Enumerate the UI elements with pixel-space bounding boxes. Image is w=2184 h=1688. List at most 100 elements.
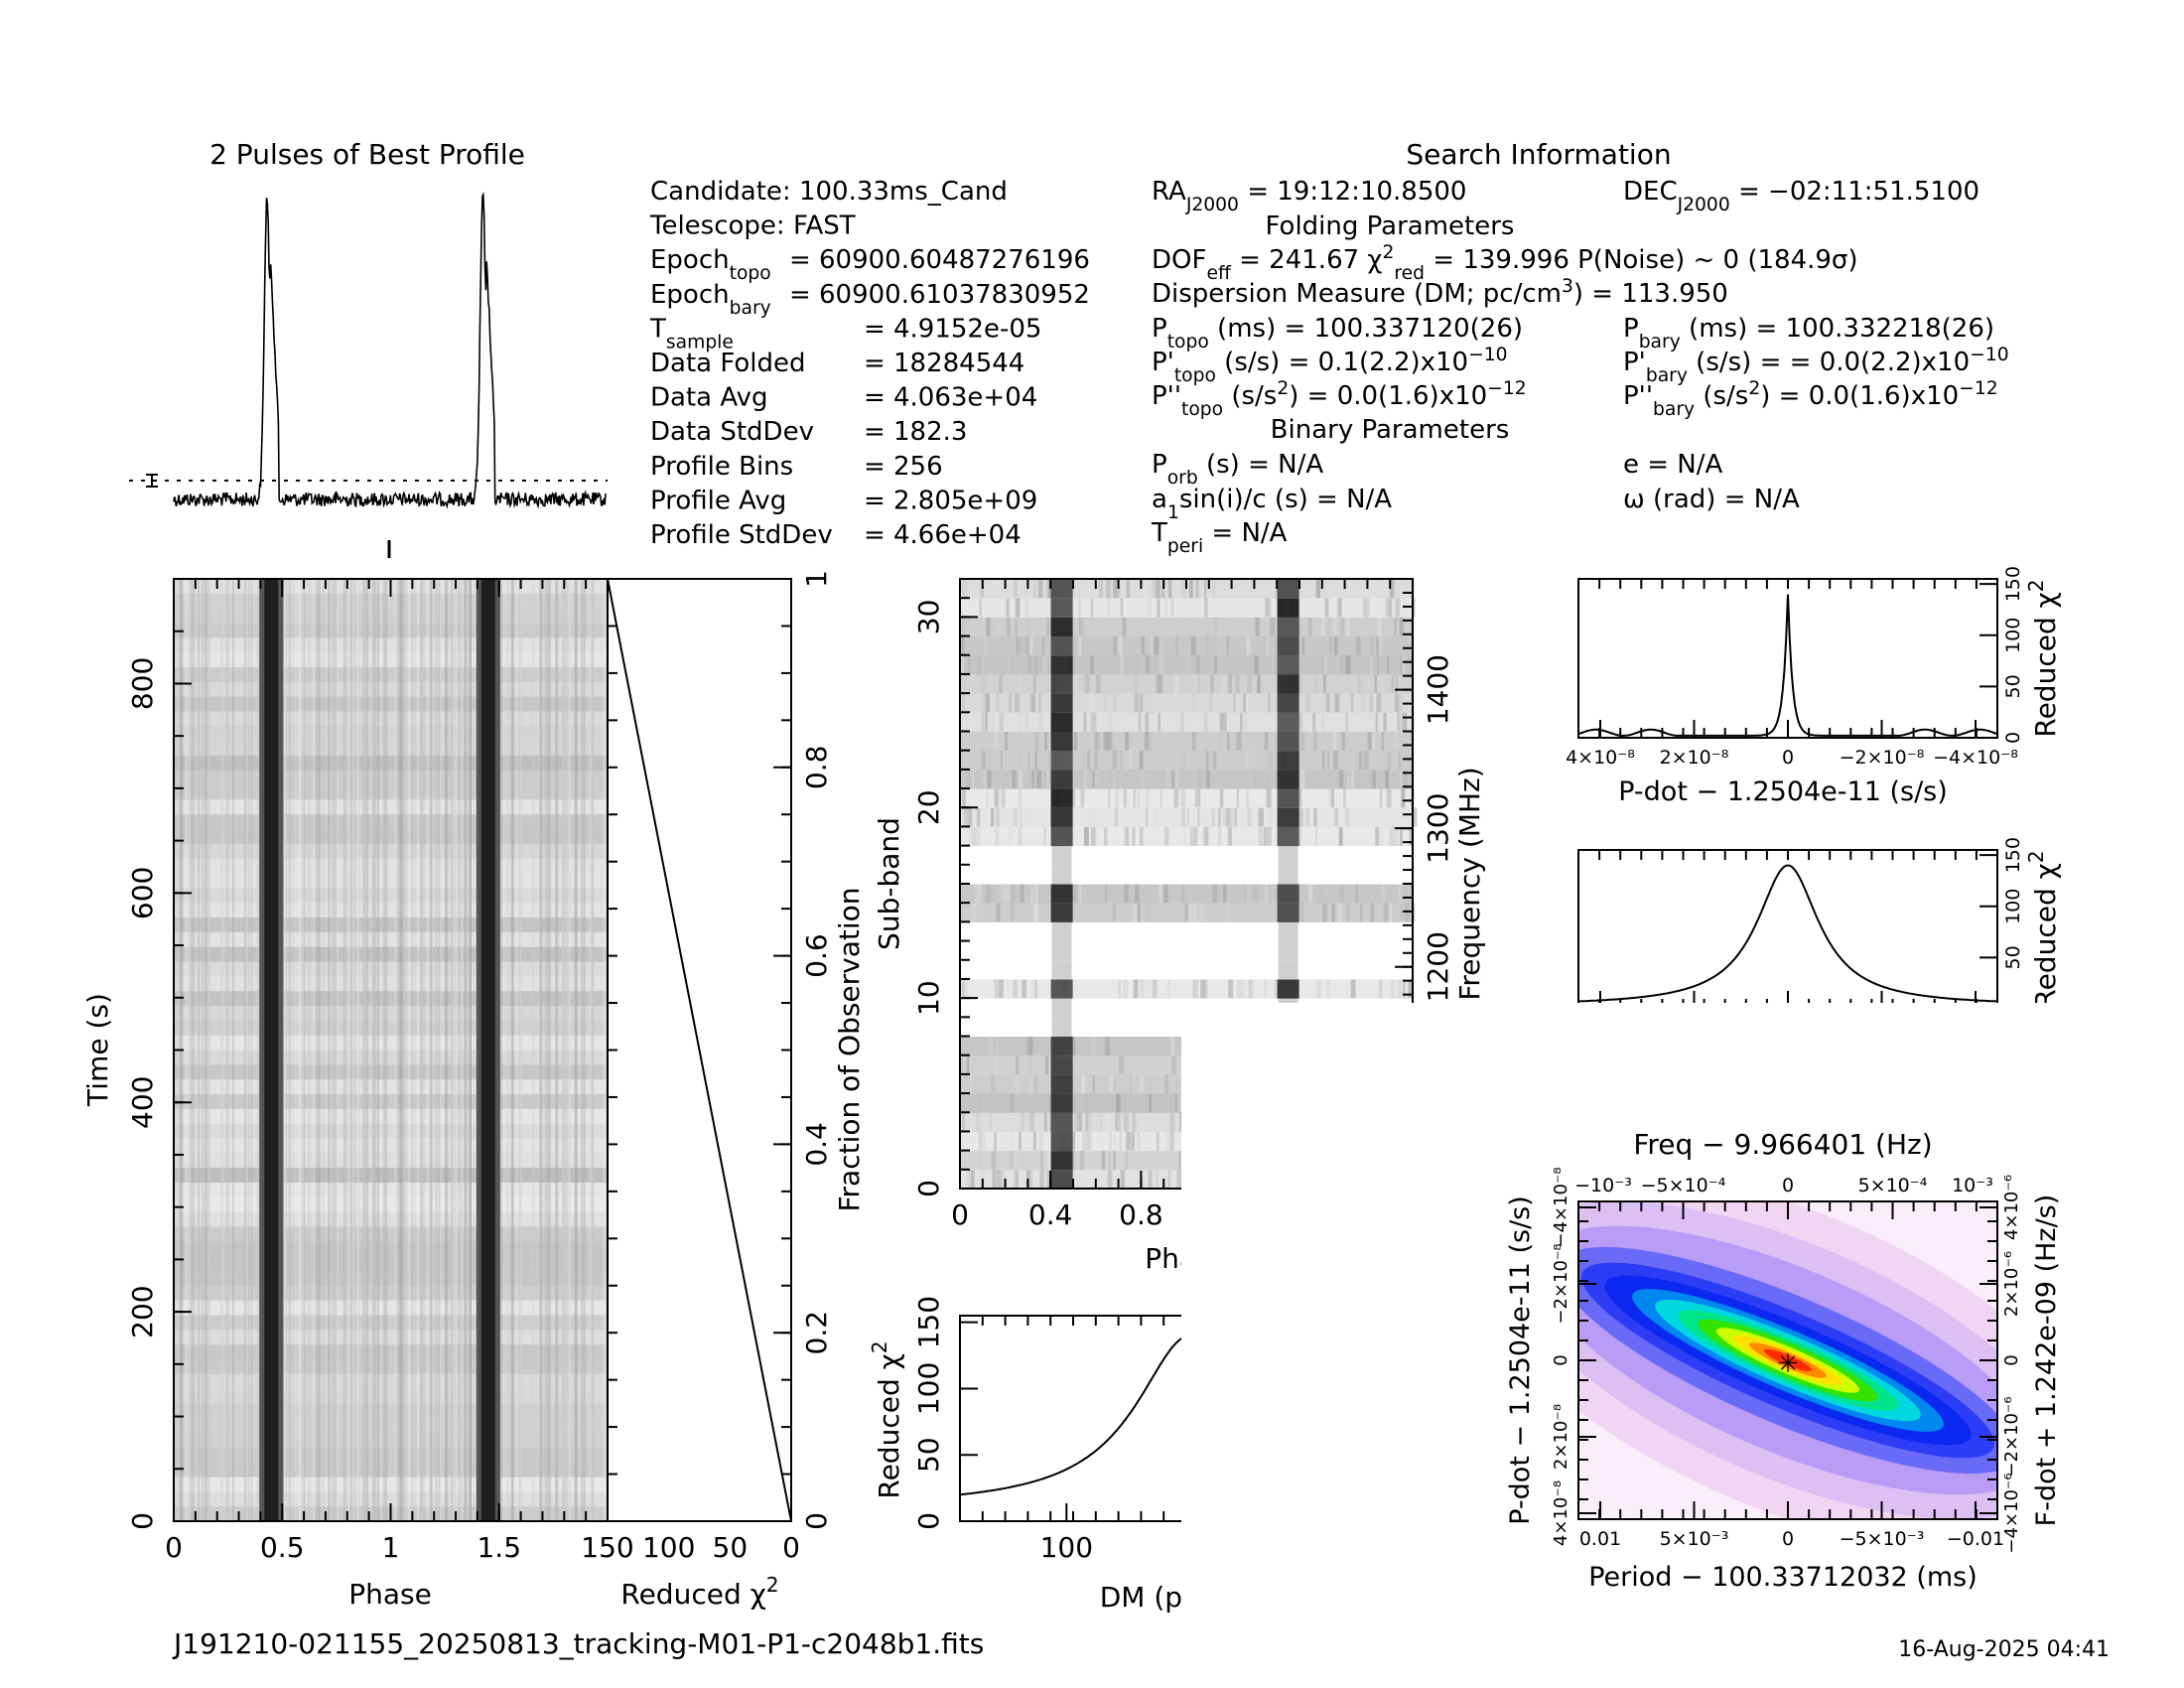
x-tick-label: 0 <box>782 1531 800 1564</box>
noise-pixel <box>986 788 990 808</box>
noise-pixel <box>1212 579 1215 599</box>
noise-stripe <box>399 579 403 1521</box>
noise-stripe <box>202 579 205 1521</box>
noise-stripe <box>500 579 502 1521</box>
noise-pixel <box>961 788 966 808</box>
noise-pixel <box>1383 712 1387 732</box>
noise-pixel <box>1322 903 1327 922</box>
info-row: Candidate: 100.33ms_Cand <box>650 177 1008 207</box>
noise-pixel <box>996 673 1000 694</box>
label-part: Epoch <box>650 280 730 310</box>
pulse-pixel <box>1050 1169 1073 1190</box>
noise-pixel <box>1014 1073 1020 1094</box>
noise-pixel <box>1089 1131 1093 1151</box>
noise-pixel <box>1271 654 1275 674</box>
label-part: Profile Bins <box>650 452 793 482</box>
noise-pixel <box>1370 903 1375 922</box>
noise-pixel <box>1074 884 1079 904</box>
period-chi2-curve <box>1577 864 1998 1003</box>
pulse-pixel-masked <box>1051 864 1072 885</box>
noise-pixel <box>1032 1073 1037 1094</box>
noise-pixel <box>1098 579 1104 599</box>
noise-pixel <box>986 693 990 713</box>
noise-pixel <box>1105 884 1108 904</box>
info-value: 60900.61037830952 <box>819 280 1090 310</box>
noise-pixel <box>1031 978 1034 999</box>
noise-stripe <box>450 579 454 1521</box>
noise-stripe <box>316 579 318 1521</box>
noise-pixel <box>1115 1112 1118 1132</box>
noise-stripe <box>505 579 508 1521</box>
label-part: (s/s <box>1223 381 1277 411</box>
noise-pixel <box>1324 598 1329 618</box>
noise-stripe <box>384 579 387 1521</box>
label-part: ) = 113.950 <box>1573 279 1728 309</box>
noise-pixel <box>1126 1131 1131 1151</box>
noise-pixel <box>1146 903 1151 922</box>
noise-pixel <box>1048 1150 1053 1170</box>
noise-pixel <box>1101 1150 1106 1170</box>
right-tick-label: −2×10⁻⁶ <box>2001 1396 2022 1477</box>
noise-pixel <box>999 712 1005 732</box>
noise-stripe <box>430 579 433 1521</box>
info-eq: = <box>864 486 886 515</box>
noise-pixel <box>1103 693 1106 713</box>
noise-pixel <box>1090 654 1094 674</box>
noise-pixel <box>1200 978 1205 999</box>
noise-pixel <box>1297 617 1301 636</box>
noise-pixel <box>1015 1055 1019 1074</box>
noise-pixel <box>1321 750 1325 770</box>
noise-pixel <box>1233 807 1238 827</box>
noise-pixel <box>964 617 967 636</box>
noise-pixel <box>1108 1150 1111 1170</box>
noise-pixel <box>975 1112 981 1132</box>
info-key: Data StdDev <box>650 417 814 447</box>
noise-pixel <box>1395 826 1399 846</box>
noise-pixel <box>1117 1112 1121 1132</box>
pulse-pixel <box>1050 769 1073 789</box>
noise-stripe <box>540 579 542 1521</box>
noise-pixel <box>1325 654 1330 674</box>
y-axis-label: Fraction of Observation <box>833 887 866 1211</box>
noise-stripe <box>454 579 456 1521</box>
subband-row <box>960 673 1413 694</box>
noise-pixel <box>1015 598 1020 618</box>
noise-pixel <box>1048 750 1053 770</box>
noise-pixel <box>988 750 992 770</box>
noise-pixel <box>1072 673 1078 694</box>
x-tick-label: 100 <box>642 1531 695 1564</box>
noise-pixel <box>1180 788 1186 808</box>
noise-pixel <box>1030 693 1036 713</box>
noise-pixel <box>1186 807 1189 827</box>
x-tick-label: 0 <box>1782 1528 1794 1550</box>
noise-stripe <box>406 579 408 1521</box>
noise-pixel <box>1165 769 1170 789</box>
noise-stripe <box>427 579 430 1521</box>
noise-stripe <box>563 579 566 1521</box>
noise-pixel <box>1080 788 1085 808</box>
noise-pixel <box>1132 826 1136 846</box>
pulse-pixel <box>1277 807 1299 827</box>
noise-pixel <box>1243 693 1246 713</box>
noise-pixel <box>1166 978 1170 999</box>
noise-pixel <box>1147 769 1151 789</box>
noise-pixel <box>1156 673 1161 694</box>
noise-pixel <box>1024 750 1028 770</box>
noise-pixel <box>1217 731 1222 751</box>
noise-stripe <box>342 579 345 1521</box>
noise-pixel <box>1148 731 1152 751</box>
noise-pixel <box>1219 712 1224 732</box>
noise-pixel <box>1357 673 1361 694</box>
y-tick-label: 30 <box>912 600 945 635</box>
noise-stripe <box>395 579 398 1521</box>
pulse-pixel <box>1050 617 1073 637</box>
noise-pixel <box>1332 617 1337 636</box>
noise-pixel <box>1038 654 1042 674</box>
x-tick-label: −2×10⁻⁸ <box>1840 747 1925 769</box>
noise-stripe <box>547 579 551 1521</box>
noise-pixel <box>1189 826 1194 846</box>
noise-stripe <box>364 579 368 1521</box>
noise-pixel <box>1019 750 1022 770</box>
noise-pixel <box>1242 978 1246 999</box>
noise-pixel <box>1381 884 1386 904</box>
